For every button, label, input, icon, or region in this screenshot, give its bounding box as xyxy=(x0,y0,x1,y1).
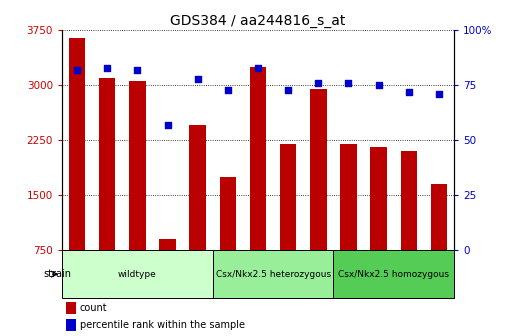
Bar xyxy=(280,144,297,250)
Point xyxy=(405,89,413,94)
Text: wildtype: wildtype xyxy=(118,269,157,279)
Point xyxy=(284,87,292,92)
Bar xyxy=(213,250,333,298)
Bar xyxy=(62,250,213,298)
Point xyxy=(435,91,443,96)
Bar xyxy=(219,176,236,250)
Bar xyxy=(370,147,387,250)
Bar xyxy=(400,151,417,250)
Point xyxy=(344,80,352,86)
Bar xyxy=(159,239,176,250)
Point xyxy=(164,122,172,127)
Bar xyxy=(69,38,85,250)
Text: strain: strain xyxy=(44,269,72,279)
Point xyxy=(73,67,81,73)
Bar xyxy=(340,144,357,250)
Point xyxy=(194,76,202,81)
Point xyxy=(103,65,111,70)
Bar xyxy=(431,184,447,250)
Text: percentile rank within the sample: percentile rank within the sample xyxy=(79,320,245,330)
Bar xyxy=(333,250,454,298)
Bar xyxy=(129,81,146,250)
Point xyxy=(254,65,262,70)
Title: GDS384 / aa244816_s_at: GDS384 / aa244816_s_at xyxy=(170,14,346,28)
Text: count: count xyxy=(79,303,107,313)
Bar xyxy=(66,319,76,331)
Point xyxy=(375,82,383,88)
Bar xyxy=(99,78,116,250)
Point xyxy=(224,87,232,92)
Text: Csx/Nkx2.5 heterozygous: Csx/Nkx2.5 heterozygous xyxy=(216,269,331,279)
Text: Csx/Nkx2.5 homozygous: Csx/Nkx2.5 homozygous xyxy=(338,269,449,279)
Point xyxy=(133,67,141,73)
Bar xyxy=(66,302,76,314)
Point xyxy=(314,80,322,86)
Bar xyxy=(310,89,327,250)
Bar xyxy=(250,67,266,250)
Bar xyxy=(189,125,206,250)
